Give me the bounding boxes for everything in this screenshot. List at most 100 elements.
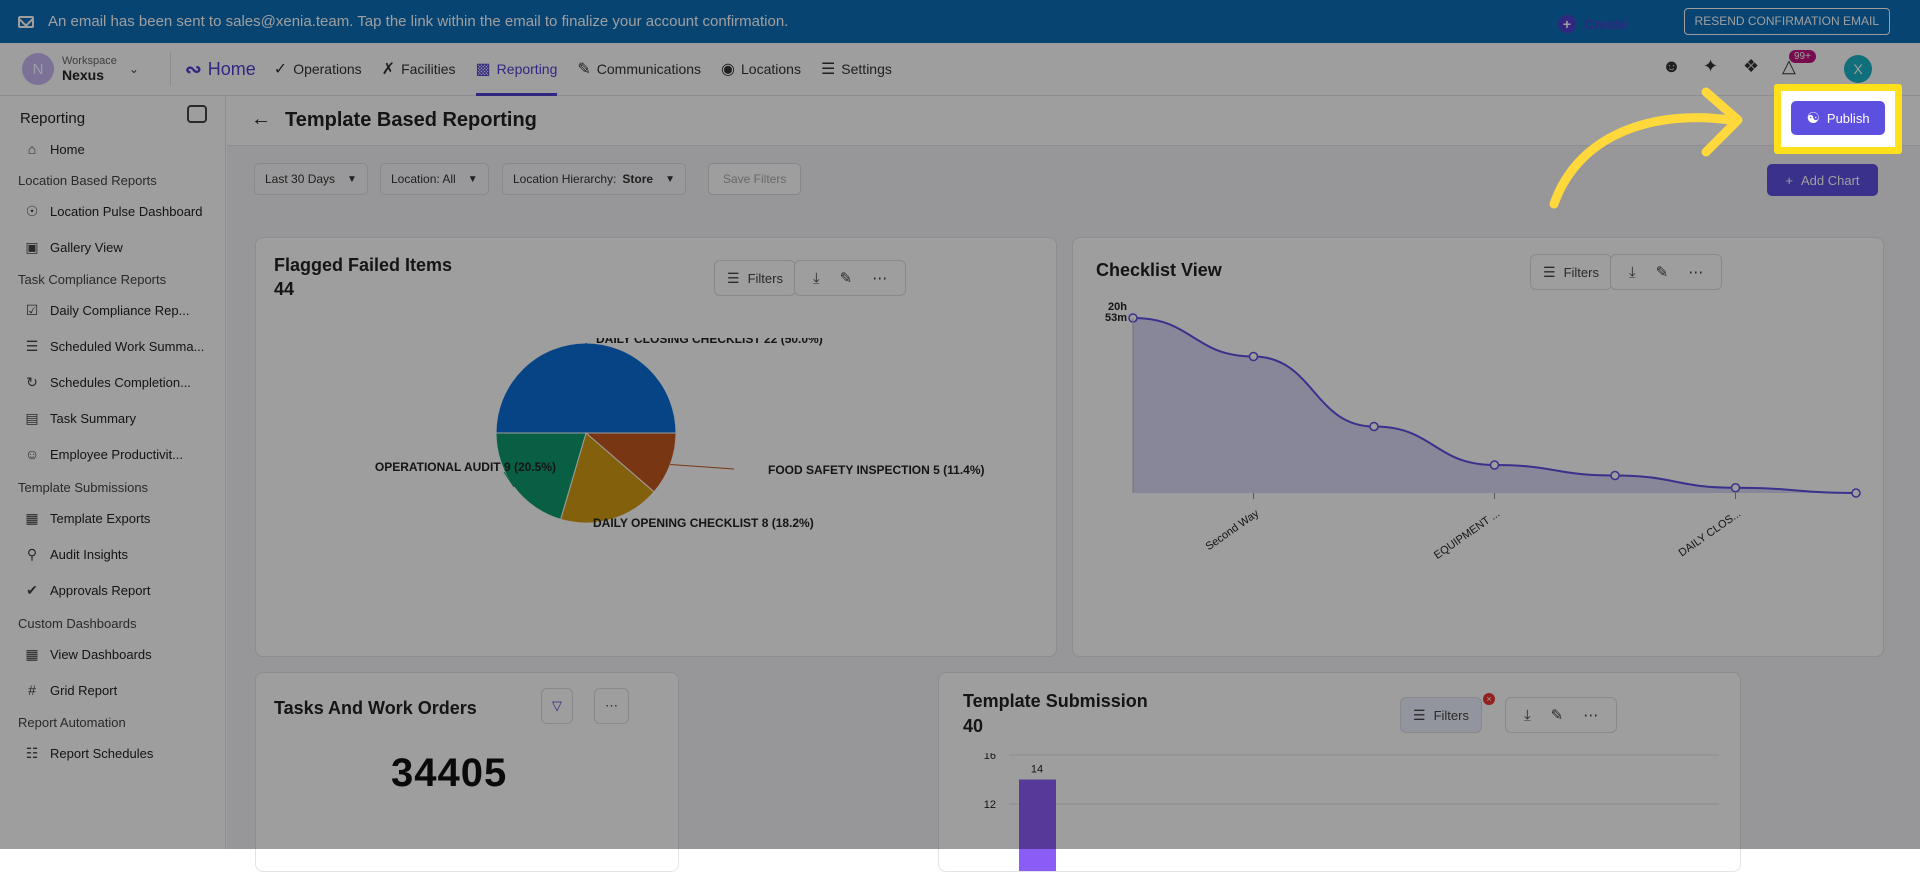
sidebar-item-approvals-report[interactable]: ✔Approvals Report bbox=[22, 582, 150, 599]
edit-icon[interactable]: ✎ bbox=[840, 269, 853, 287]
collapse-sidebar-icon[interactable] bbox=[187, 105, 207, 123]
x-tick-label: DAILY CLOS... bbox=[1677, 508, 1744, 560]
sidebar-item-employee-productivity[interactable]: ☺ Employee Productivit... bbox=[22, 446, 183, 462]
nav-settings[interactable]: ☰Settings bbox=[821, 43, 892, 96]
calendar-icon: ☷ bbox=[22, 745, 42, 762]
sidebar-item-template-exports[interactable]: ▦Template Exports bbox=[22, 510, 150, 527]
sidebar-item-gallery-view[interactable]: ▣Gallery View bbox=[22, 239, 123, 256]
bar[interactable] bbox=[1019, 780, 1056, 872]
document-icon: ▤ bbox=[22, 410, 42, 427]
sidebar-item-label: Employee Productivit... bbox=[50, 447, 183, 462]
sidebar-item-label: Scheduled Work Summa... bbox=[50, 339, 204, 354]
card-value: 40 bbox=[963, 716, 983, 737]
download-icon[interactable]: ⤓ bbox=[1524, 707, 1531, 724]
sidebar-item-label: Grid Report bbox=[50, 683, 117, 698]
back-arrow-icon[interactable]: ← bbox=[251, 108, 271, 131]
data-point[interactable] bbox=[1611, 472, 1619, 480]
more-icon[interactable]: ⋯ bbox=[1688, 263, 1703, 281]
user-avatar[interactable]: X bbox=[1844, 55, 1872, 83]
filters-button[interactable]: ☰Filters bbox=[714, 260, 796, 296]
download-icon[interactable]: ⤓ bbox=[813, 270, 820, 287]
workspace-switcher[interactable]: N Workspace Nexus ⌄ bbox=[22, 53, 152, 85]
page-title: Template Based Reporting bbox=[285, 109, 537, 132]
chevron-down-icon: ▼ bbox=[468, 174, 478, 185]
workspace-avatar: N bbox=[22, 53, 54, 85]
sidebar-item-report-schedules[interactable]: ☷Report Schedules bbox=[22, 745, 153, 762]
puzzle-icon[interactable]: ❖ bbox=[1743, 56, 1759, 77]
sidebar-item-view-dashboards[interactable]: ▦View Dashboards bbox=[22, 646, 152, 663]
banner-text: An email has been sent to sales@xenia.te… bbox=[48, 13, 788, 30]
pin-icon: ◉ bbox=[721, 59, 735, 79]
data-point[interactable] bbox=[1732, 484, 1740, 492]
clipboard-check-icon: ☑ bbox=[22, 302, 42, 319]
download-icon[interactable]: ⤓ bbox=[1629, 264, 1636, 281]
data-point[interactable] bbox=[1370, 423, 1378, 431]
nav-home-label: Home bbox=[208, 59, 256, 80]
date-range-filter[interactable]: Last 30 Days▼ bbox=[254, 163, 368, 195]
pie-slice[interactable] bbox=[496, 343, 676, 433]
nav-label: Locations bbox=[741, 61, 801, 77]
pointer-arrow-icon bbox=[1540, 80, 1780, 220]
workspace-name: Nexus bbox=[62, 67, 117, 83]
date-range-value: Last 30 Days bbox=[265, 172, 335, 186]
hierarchy-value: Store bbox=[622, 172, 653, 186]
nav-facilities[interactable]: ✗Facilities bbox=[382, 43, 456, 96]
tasks-count: 34405 bbox=[391, 751, 507, 796]
edit-icon[interactable]: ✎ bbox=[1656, 263, 1669, 281]
resend-confirmation-button[interactable]: RESEND CONFIRMATION EMAIL bbox=[1684, 8, 1890, 35]
nav-reporting[interactable]: ▩Reporting bbox=[476, 43, 558, 96]
nav-home[interactable]: ∾ Home bbox=[185, 57, 256, 82]
chevron-down-icon: ⌄ bbox=[129, 62, 139, 76]
sidebar-item-scheduled-work[interactable]: ☰Scheduled Work Summa... bbox=[22, 338, 204, 355]
card-value: 44 bbox=[274, 279, 294, 300]
sidebar-item-audit-insights[interactable]: ⚲Audit Insights bbox=[22, 546, 128, 563]
filters-button[interactable]: ☰Filters bbox=[1400, 697, 1482, 733]
filter-button[interactable]: ▽ bbox=[541, 688, 573, 724]
x-tick-label: EQUIPMENT ... bbox=[1432, 508, 1502, 562]
clear-filter-icon[interactable]: × bbox=[1483, 693, 1495, 705]
publish-button[interactable]: ☯Publish bbox=[1791, 101, 1885, 135]
plus-icon: + bbox=[1785, 173, 1793, 188]
tasks-work-orders-card: Tasks And Work Orders ▽ ⋯ 34405 bbox=[255, 672, 679, 872]
sidebar-item-daily-compliance[interactable]: ☑Daily Compliance Rep... bbox=[22, 302, 189, 319]
flagged-failed-items-card: Flagged Failed Items 44 ☰Filters ⤓ ✎ ⋯ D… bbox=[255, 237, 1057, 657]
x-tick-label: Second Way bbox=[1204, 507, 1262, 553]
edit-icon[interactable]: ✎ bbox=[1551, 706, 1564, 724]
more-icon[interactable]: ⋯ bbox=[1583, 706, 1598, 724]
sidebar-item-schedules-completion[interactable]: ↻Schedules Completion... bbox=[22, 374, 191, 391]
sliders-icon: ☰ bbox=[1543, 264, 1556, 281]
location-filter[interactable]: Location: All▼ bbox=[380, 163, 489, 195]
wrench-icon: ✗ bbox=[382, 59, 395, 79]
more-icon[interactable]: ⋯ bbox=[872, 269, 887, 287]
add-chart-button[interactable]: +Add Chart bbox=[1767, 164, 1878, 196]
sidebar-item-grid-report[interactable]: #Grid Report bbox=[22, 682, 117, 698]
sidebar-item-label: Audit Insights bbox=[50, 547, 128, 562]
sidebar-item-location-pulse[interactable]: ☉Location Pulse Dashboard bbox=[22, 203, 203, 220]
card-title: Template Submission bbox=[963, 691, 1148, 712]
nav-locations[interactable]: ◉ Locations bbox=[721, 43, 801, 96]
data-point[interactable] bbox=[1852, 489, 1860, 497]
sidebar-item-label: Template Exports bbox=[50, 511, 150, 526]
location-hierarchy-filter[interactable]: Location Hierarchy:Store▼ bbox=[502, 163, 686, 195]
data-point[interactable] bbox=[1250, 353, 1258, 361]
nav-operations[interactable]: ✓Operations bbox=[274, 43, 362, 96]
add-user-icon[interactable]: ☻ bbox=[1662, 56, 1681, 77]
sidebar-section-title: Location Based Reports bbox=[18, 173, 157, 188]
nav-communications[interactable]: ✎Communications bbox=[577, 43, 701, 96]
globe-icon: ☯ bbox=[1806, 109, 1819, 127]
sidebar-item-label: Home bbox=[50, 142, 85, 157]
save-filters-button[interactable]: Save Filters bbox=[708, 163, 801, 195]
sidebar-item-task-summary[interactable]: ▤Task Summary bbox=[22, 410, 136, 427]
telescope-icon[interactable]: ✦ bbox=[1703, 56, 1718, 77]
data-point[interactable] bbox=[1491, 461, 1499, 469]
y-tick-label: 53m bbox=[1105, 312, 1127, 324]
confirmation-banner: An email has been sent to sales@xenia.te… bbox=[0, 0, 1920, 43]
sliders-icon: ☰ bbox=[821, 59, 835, 79]
filters-button[interactable]: ☰Filters bbox=[1530, 254, 1612, 290]
users-icon: ☺ bbox=[22, 446, 42, 462]
more-button[interactable]: ⋯ bbox=[594, 688, 629, 724]
sidebar-item-home[interactable]: ⌂Home bbox=[22, 141, 85, 157]
create-button[interactable]: +Create bbox=[1558, 15, 1628, 33]
